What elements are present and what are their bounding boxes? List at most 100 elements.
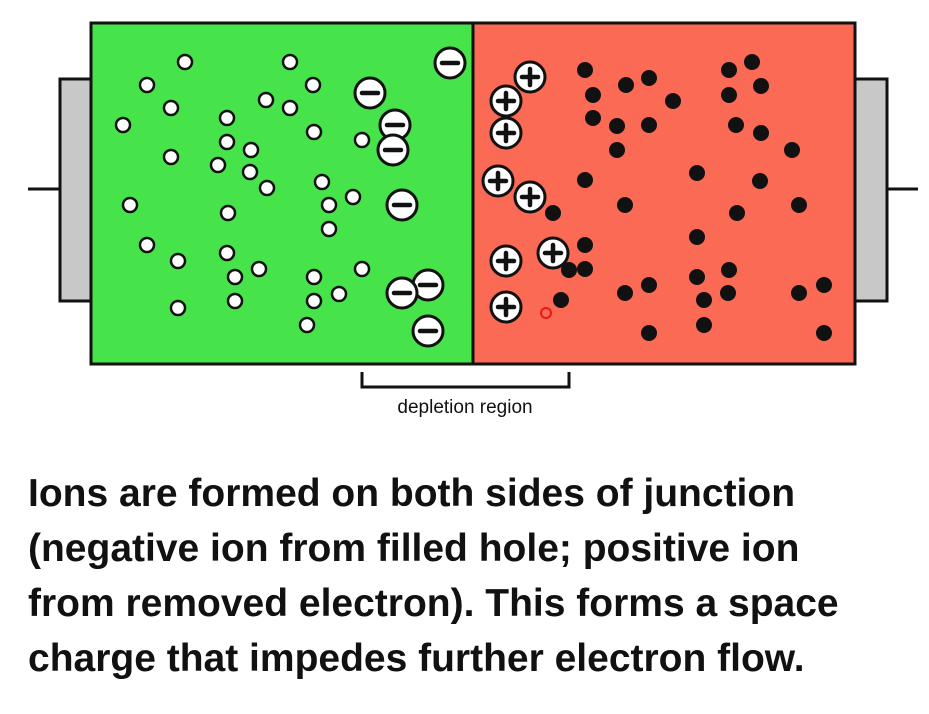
electron-dot — [728, 117, 744, 133]
negative-ion — [376, 133, 410, 167]
electron-dot — [641, 325, 657, 341]
electron-dot — [744, 54, 760, 70]
electron-dot — [753, 125, 769, 141]
electron-dot — [689, 165, 705, 181]
hole-dot — [257, 91, 275, 109]
electron-dot — [577, 237, 593, 253]
electron-dot — [617, 197, 633, 213]
positive-ion — [513, 180, 547, 214]
positive-ion — [536, 236, 570, 270]
negative-ion — [385, 276, 419, 310]
positive-ion — [481, 164, 515, 198]
hole-dot — [250, 260, 268, 278]
hole-dot — [162, 148, 180, 166]
hole-dot — [298, 316, 316, 334]
hole-dot — [241, 163, 259, 181]
electron-dot — [585, 87, 601, 103]
hole-dot — [226, 292, 244, 310]
negative-ion — [353, 76, 387, 110]
positive-ion — [489, 84, 523, 118]
electron-dot — [641, 70, 657, 86]
electron-dot — [816, 325, 832, 341]
caption-line-4: charge that impedes further electron flo… — [28, 637, 805, 680]
electron-dot — [721, 262, 737, 278]
hole-dot — [138, 236, 156, 254]
electron-dot — [545, 205, 561, 221]
electron-dot — [784, 142, 800, 158]
electron-dot — [585, 110, 601, 126]
electron-dot — [791, 285, 807, 301]
hole-dot — [353, 260, 371, 278]
electron-dot — [617, 285, 633, 301]
electron-dot — [720, 285, 736, 301]
hole-dot — [320, 220, 338, 238]
p-type-region — [89, 21, 475, 366]
hole-dot — [305, 123, 323, 141]
positive-ion — [489, 116, 523, 150]
positive-ion — [513, 60, 547, 94]
caption-line-3: from removed electron). This forms a spa… — [28, 582, 839, 625]
depletion-region-bracket — [360, 372, 571, 389]
electron-dot — [816, 277, 832, 293]
electron-dot — [729, 205, 745, 221]
hole-dot — [330, 285, 348, 303]
negative-ion — [385, 188, 419, 222]
caption-line-2: (negative ion from filled hole; positive… — [28, 527, 800, 570]
hole-dot — [169, 252, 187, 270]
electron-dot — [753, 78, 769, 94]
hole-dot — [281, 53, 299, 71]
hole-dot — [176, 53, 194, 71]
electron-dot — [696, 292, 712, 308]
explanation-caption: Ions are formed on both sides of junctio… — [28, 466, 918, 686]
electron-dot — [696, 317, 712, 333]
hole-dot — [313, 173, 331, 191]
electron-dot — [553, 292, 569, 308]
left-terminal — [58, 77, 94, 303]
electron-dot — [577, 172, 593, 188]
hole-dot — [218, 244, 236, 262]
hole-dot — [258, 179, 276, 197]
electron-dot — [689, 229, 705, 245]
charge-carriers — [114, 46, 832, 348]
hole-dot — [242, 141, 260, 159]
electron-dot — [752, 173, 768, 189]
negative-ion — [433, 46, 467, 80]
hole-dot — [304, 76, 322, 94]
hole-dot — [218, 133, 236, 151]
hole-dot — [305, 292, 323, 310]
electron-dot — [641, 117, 657, 133]
electron-dot — [609, 118, 625, 134]
electron-dot — [791, 197, 807, 213]
highlight-hole-marker — [540, 307, 552, 319]
electron-dot — [721, 87, 737, 103]
hole-dot — [138, 76, 156, 94]
depletion-region-label: depletion region — [397, 397, 532, 418]
electron-dot — [641, 277, 657, 293]
hole-dot — [219, 204, 237, 222]
electron-dot — [618, 77, 634, 93]
hole-dot — [226, 268, 244, 286]
negative-ion — [411, 314, 445, 348]
pn-junction-diagram: depletion region — [28, 21, 918, 418]
electron-dot — [689, 269, 705, 285]
hole-dot — [320, 196, 338, 214]
hole-dot — [305, 268, 323, 286]
hole-dot — [169, 299, 187, 317]
hole-dot — [218, 109, 236, 127]
hole-dot — [353, 131, 371, 149]
electron-dot — [577, 261, 593, 277]
hole-dot — [281, 99, 299, 117]
positive-ion — [489, 244, 523, 278]
electron-dot — [609, 142, 625, 158]
hole-dot — [121, 196, 139, 214]
hole-dot — [344, 188, 362, 206]
electron-dot — [721, 62, 737, 78]
right-terminal — [853, 77, 889, 303]
hole-dot — [162, 99, 180, 117]
hole-dot — [114, 116, 132, 134]
hole-dot — [209, 156, 227, 174]
electron-dot — [561, 262, 577, 278]
electron-dot — [665, 93, 681, 109]
positive-ion — [489, 290, 523, 324]
caption-line-1: Ions are formed on both sides of junctio… — [28, 472, 796, 515]
